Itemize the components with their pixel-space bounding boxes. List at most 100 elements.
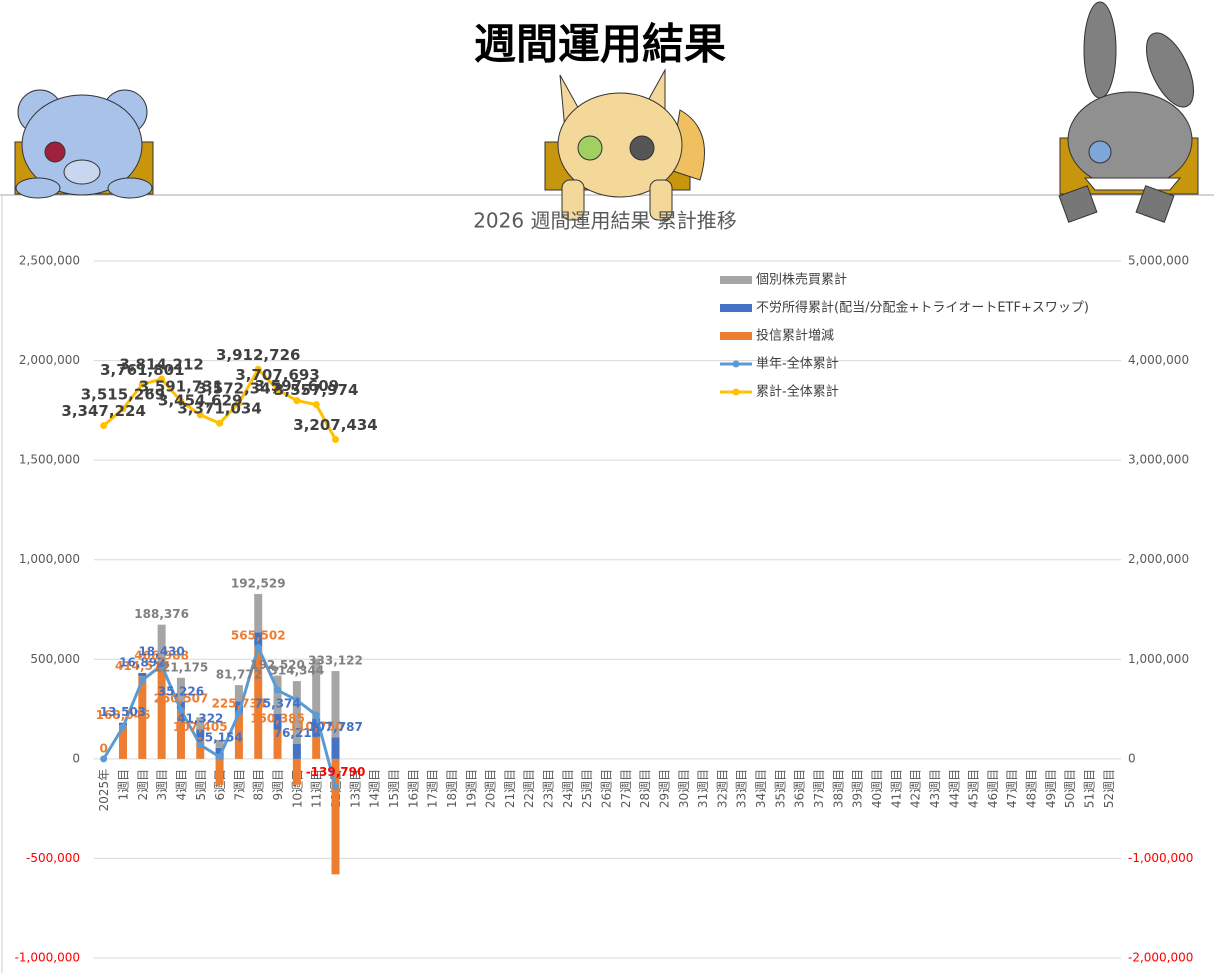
y2-tick-label: 0	[1128, 751, 1136, 765]
bar	[157, 624, 166, 663]
line-marker	[119, 723, 127, 731]
data-label: 16,892	[119, 655, 165, 669]
line-marker	[235, 399, 243, 407]
bar	[138, 672, 147, 677]
x-tick-label: 15週目	[387, 769, 401, 808]
page-title: 週間運用結果	[474, 20, 726, 69]
line-marker	[119, 405, 127, 413]
bar	[292, 681, 301, 744]
data-label: 110,750	[289, 719, 344, 733]
x-tick-label: 49週目	[1044, 769, 1058, 808]
data-label: 466,988	[134, 648, 189, 662]
bar	[234, 685, 243, 702]
x-tick-label: 40週目	[870, 769, 884, 808]
x-tick-label: 7週目	[232, 769, 246, 801]
y-tick-label: -500,000	[26, 851, 80, 865]
x-tick-label: 37週目	[812, 769, 826, 808]
bar	[215, 758, 224, 785]
y2-tick-label: -1,000,000	[1128, 851, 1193, 865]
fox-illustration	[544, 68, 705, 221]
x-tick-label: 52週目	[1102, 769, 1116, 808]
data-label: 3,591,731	[139, 378, 223, 396]
data-label: 3,454,629	[158, 391, 242, 409]
data-label: 250,507	[154, 691, 209, 705]
line-marker	[293, 696, 301, 704]
bar	[331, 758, 340, 875]
y-tick-label: 2,000,000	[19, 353, 80, 367]
bar	[292, 758, 301, 785]
x-tick-label: 5週目	[194, 769, 208, 801]
x-tick-label: 38週目	[831, 769, 845, 808]
bar	[292, 743, 301, 759]
y2-tick-label: 5,000,000	[1128, 254, 1189, 268]
bar	[273, 728, 282, 759]
line-marker	[332, 435, 340, 443]
x-tick-label: 21週目	[503, 769, 517, 808]
x-tick-label: 44週目	[947, 769, 961, 808]
x-tick-label: 51週目	[1083, 769, 1097, 808]
line-marker	[216, 753, 224, 761]
data-label: 192,529	[231, 576, 286, 590]
chart-title: 2026 週間運用結果 累計推移	[473, 209, 737, 233]
x-tick-label: 18週目	[445, 769, 459, 808]
data-label: 192,520	[250, 658, 305, 672]
legend-label: 累計-全体累計	[756, 384, 839, 400]
x-tick-label: 11週目	[310, 769, 324, 808]
line-marker	[100, 422, 108, 430]
data-label: 3,515,269	[81, 385, 165, 403]
data-label: 107,787	[308, 720, 363, 734]
x-tick-label: 2025年	[97, 769, 111, 812]
line-marker	[158, 661, 166, 669]
line-marker	[274, 386, 282, 394]
data-label: -139,790	[306, 765, 366, 779]
bar	[312, 718, 321, 737]
x-tick-label: 8週目	[252, 769, 266, 801]
x-tick-label: 35週目	[773, 769, 787, 808]
y-tick-label: 500,000	[30, 652, 80, 666]
x-tick-label: 24週目	[561, 769, 575, 808]
line-marker	[332, 783, 340, 791]
data-label: 0	[99, 741, 107, 755]
y-tick-label: -1,000,000	[15, 951, 80, 965]
x-tick-label: 30週目	[677, 769, 691, 808]
data-label: 121,175	[154, 660, 209, 674]
x-tick-label: 4週目	[174, 769, 188, 801]
data-label: 414,577	[115, 659, 170, 673]
x-tick-label: 29週目	[657, 769, 671, 808]
line-marker	[312, 401, 320, 409]
y2-tick-label: 3,000,000	[1128, 453, 1189, 467]
data-label: 76,213	[274, 726, 320, 740]
data-label: 3,207,434	[293, 416, 377, 434]
line-marker	[216, 419, 224, 427]
x-tick-label: 43週目	[928, 769, 942, 808]
x-tick-label: 47週目	[1005, 769, 1019, 808]
x-tick-label: 39週目	[851, 769, 865, 808]
data-label: 75,374	[254, 696, 300, 710]
data-label: 3,347,224	[61, 402, 145, 420]
bear-illustration	[14, 89, 154, 199]
bar	[254, 593, 263, 633]
line-marker	[196, 411, 204, 419]
x-tick-label: 41週目	[889, 769, 903, 808]
bar	[273, 713, 282, 729]
x-tick-label: 28週目	[638, 769, 652, 808]
bar	[176, 677, 185, 702]
line-marker	[274, 686, 282, 694]
y2-tick-label: -2,000,000	[1128, 951, 1193, 965]
line-marker	[138, 380, 146, 388]
x-tick-label: 9週目	[271, 769, 285, 801]
y-tick-label: 1,500,000	[19, 453, 80, 467]
y2-tick-label: 4,000,000	[1128, 353, 1189, 367]
data-label: 18,430	[138, 645, 184, 659]
x-tick-label: 45週目	[967, 769, 981, 808]
data-label: 3,761,801	[100, 361, 184, 379]
data-label: 3,557,974	[274, 381, 358, 399]
x-tick-label: 42週目	[909, 769, 923, 808]
line-marker	[100, 755, 108, 763]
data-label: 3,371,034	[177, 400, 261, 418]
x-tick-label: 33週目	[735, 769, 749, 808]
x-tick-label: 31週目	[696, 769, 710, 808]
line-marker	[235, 709, 243, 717]
x-tick-label: 48週目	[1025, 769, 1039, 808]
